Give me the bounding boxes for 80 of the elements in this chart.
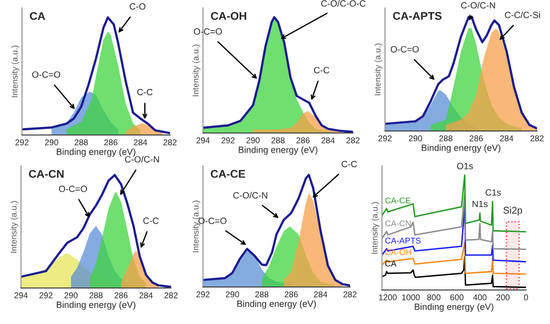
x-tick-label: 292: [378, 135, 392, 142]
x-tick-label: 292: [221, 137, 235, 144]
x-tick-label: 284: [134, 139, 148, 146]
y-axis-title: Intensity (a.u.): [11, 46, 20, 98]
series-label: CA-APTS: [385, 238, 421, 244]
annotation: C1s: [486, 189, 501, 196]
x-tick-label: 294: [14, 292, 28, 298]
x-axis-title: Binding energy (eV): [422, 144, 500, 153]
x-tick-label: 286: [284, 291, 298, 298]
x-axis-title: Binding energy (eV): [56, 148, 136, 157]
x-tick-label: 282: [163, 139, 177, 146]
x-tick-label: 290: [226, 291, 240, 298]
x-tick-label: 290: [64, 292, 78, 298]
annotation: C-C/C-Si: [504, 12, 540, 18]
y-axis-title: Intensity (a.u.): [10, 201, 18, 253]
chart-title: CA-CN: [28, 170, 64, 178]
x-tick-label: 284: [139, 292, 153, 298]
x-tick-label: 286: [470, 135, 483, 142]
chart-title: CA-APTS: [393, 12, 442, 20]
x-tick-label: 290: [246, 137, 260, 144]
annotation: O-C=O: [390, 46, 419, 52]
annotation: C-O/C-N: [461, 2, 496, 9]
x-tick-label: 288: [439, 135, 452, 142]
band-label: Si2p: [503, 206, 522, 216]
y-axis-title: Intensity (a.u.): [374, 44, 382, 96]
x-axis-title: Binding energy (eV): [414, 303, 494, 312]
x-axis-title: Binding energy (eV): [237, 300, 316, 309]
x-tick-label: 292: [15, 139, 29, 146]
annotation: O1s: [457, 162, 473, 170]
x-tick-label: 400: [473, 294, 487, 300]
annotation: C-C: [137, 88, 153, 96]
x-tick-label: 0: [524, 294, 528, 300]
annotation: C-C: [314, 66, 330, 74]
x-tick-label: 288: [74, 139, 88, 146]
x-tick-label: 284: [500, 135, 514, 142]
x-tick-label: 294: [196, 137, 210, 144]
y-axis-title: Intensity (a.u.): [371, 202, 380, 254]
annotation: C-C: [342, 160, 357, 168]
x-tick-label: 286: [104, 139, 118, 146]
x-tick-label: 288: [89, 292, 103, 298]
x-tick-label: 284: [314, 291, 328, 298]
x-tick-label: 800: [427, 294, 440, 300]
x-tick-label: 292: [39, 292, 53, 298]
x-tick-label: 282: [164, 292, 178, 298]
x-tick-label: 282: [346, 137, 360, 144]
series-label: CA: [385, 260, 396, 267]
x-tick-label: 200: [496, 294, 510, 300]
chart-title: CA: [30, 12, 46, 20]
y-axis-title: Intensity (a.u.): [192, 44, 200, 96]
x-tick-label: 290: [45, 139, 58, 146]
x-tick-label: 282: [530, 135, 544, 142]
x-tick-label: 286: [114, 292, 128, 298]
annotation: C-O/C-O-C: [321, 0, 366, 7]
annotation: O-C=O: [58, 186, 87, 192]
x-tick-label: 282: [343, 291, 357, 298]
x-tick-label: 290: [408, 135, 422, 142]
chart-title: CA-CE: [210, 170, 246, 178]
annotation: O-C=O: [198, 218, 226, 224]
series-label: CA-CN: [385, 220, 411, 226]
x-tick-label: 288: [255, 291, 268, 298]
x-tick-label: 600: [450, 294, 464, 300]
series-label: CA-OH: [385, 249, 412, 256]
x-tick-label: 284: [321, 137, 335, 144]
x-tick-label: 1200: [379, 294, 397, 300]
annotation: O-C=O: [32, 71, 60, 78]
x-tick-label: 1000: [402, 294, 420, 300]
y-axis-title: Intensity (a.u.): [192, 200, 200, 252]
annotation: N1s: [472, 200, 488, 208]
annotation: C-O/C-N: [233, 192, 268, 199]
x-tick-label: 292: [196, 291, 210, 298]
x-axis-title: Binding energy (eV): [238, 146, 318, 155]
chart-title: CA-OH: [210, 12, 246, 20]
annotation: C-O: [130, 3, 146, 10]
x-tick-label: 286: [296, 137, 310, 144]
x-axis-title: Binding energy (eV): [56, 301, 136, 310]
annotation: C-O/C-N: [125, 156, 159, 163]
x-tick-label: 288: [271, 137, 285, 144]
series-label: CA-CE: [385, 197, 410, 204]
annotation: O-C=O: [194, 28, 222, 35]
annotation: C-C: [143, 218, 159, 224]
